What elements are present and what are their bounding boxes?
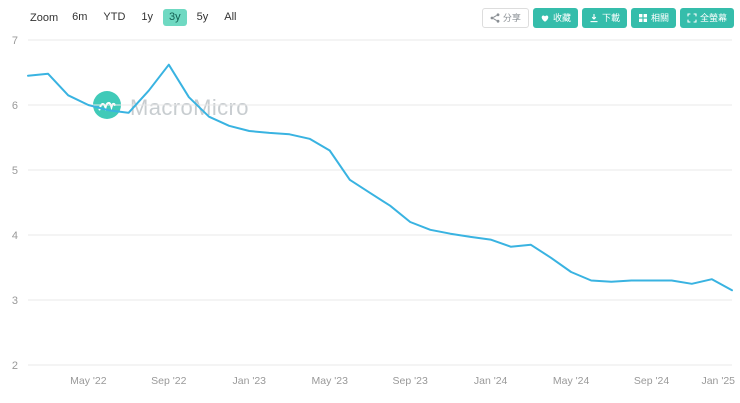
series-line — [27, 63, 733, 292]
range-button-5y[interactable]: 5y — [191, 9, 215, 26]
expand-icon — [687, 13, 697, 23]
range-button-3y[interactable]: 3y — [163, 9, 187, 26]
y-tick-label: 7 — [12, 35, 18, 47]
action-button-share[interactable]: 分享 — [481, 8, 529, 28]
y-tick-label: 6 — [12, 100, 18, 112]
action-button-label: 下載 — [601, 12, 620, 23]
action-button-label: 收藏 — [552, 12, 571, 23]
range-button-ytd[interactable]: YTD — [97, 9, 131, 26]
action-button-heart[interactable]: 收藏 — [532, 8, 578, 28]
y-tick-label: 5 — [12, 165, 18, 177]
x-tick-label: May '23 — [311, 375, 348, 387]
action-button-expand[interactable]: 全螢幕 — [679, 8, 734, 28]
range-button-1y[interactable]: 1y — [135, 9, 159, 26]
x-tick-label: Jan '25 — [701, 375, 735, 387]
download-icon — [589, 13, 599, 23]
x-tick-label: Jan '24 — [474, 375, 508, 387]
range-button-all[interactable]: All — [218, 9, 242, 26]
range-button-6m[interactable]: 6m — [66, 9, 93, 26]
x-tick-label: Sep '24 — [634, 375, 669, 387]
y-tick-label: 4 — [12, 230, 18, 242]
y-tick-label: 2 — [12, 360, 18, 372]
chart-action-toolbar: 分享 收藏 下載 相關 全螢幕 — [481, 8, 734, 28]
x-tick-label: Sep '23 — [393, 375, 428, 387]
range-button-group: 6m YTD 1y 3y 5y All — [66, 9, 242, 26]
x-tick-label: Sep '22 — [151, 375, 186, 387]
x-tick-label: Jan '23 — [232, 375, 266, 387]
share-icon — [490, 13, 500, 23]
action-button-label: 全螢幕 — [699, 12, 727, 23]
zoom-range-controls: Zoom 6m YTD 1y 3y 5y All — [30, 9, 243, 26]
action-button-label: 分享 — [502, 12, 521, 23]
y-tick-label: 3 — [12, 295, 18, 307]
heart-icon — [540, 13, 550, 23]
zoom-label: Zoom — [30, 11, 59, 24]
x-tick-label: May '24 — [553, 375, 590, 387]
action-button-grid[interactable]: 相關 — [630, 8, 676, 28]
grid-icon — [638, 13, 648, 23]
action-button-label: 相關 — [650, 12, 669, 23]
x-tick-label: May '22 — [70, 375, 107, 387]
action-button-download[interactable]: 下載 — [581, 8, 627, 28]
